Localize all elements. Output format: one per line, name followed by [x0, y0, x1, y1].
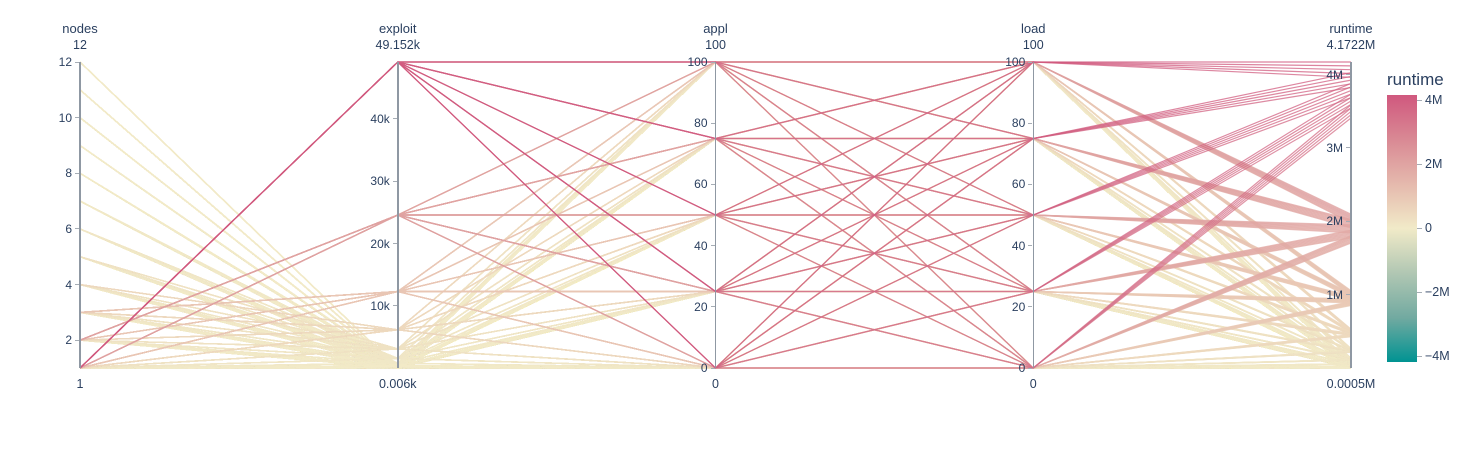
axis-line-nodes[interactable]	[79, 62, 81, 368]
axis-tick-label-appl: 0	[700, 361, 708, 375]
axis-range-bottom-nodes: 1	[76, 377, 84, 391]
axis-line-runtime[interactable]	[1350, 62, 1352, 368]
axis-tick-appl	[710, 306, 715, 308]
axis-tick-runtime	[1346, 220, 1350, 222]
axis-title-load[interactable]: load	[1020, 21, 1046, 36]
axis-tick-nodes	[75, 117, 79, 119]
axis-tick-label-load: 0	[1018, 361, 1026, 375]
axis-tick-exploit	[392, 180, 397, 182]
colorbar-tick	[1417, 355, 1422, 357]
colorbar-title: runtime	[1387, 70, 1444, 89]
axis-tick-label-appl: 60	[694, 177, 708, 192]
axis-tick-exploit	[392, 243, 397, 244]
axis-range-bottom-exploit: 0.006k	[378, 377, 417, 391]
colorbar-tick-label: 0	[1425, 221, 1432, 235]
colorbar-tick-label: −4M	[1425, 348, 1450, 363]
axis-tick-nodes	[75, 61, 79, 63]
axis-tick-label-runtime: 4M	[1326, 67, 1343, 82]
axis-range-top-nodes: 12	[73, 38, 87, 52]
axis-range-top-runtime: 4.1722M	[1326, 38, 1376, 52]
axis-tick-nodes	[75, 228, 79, 230]
axis-range-top-exploit: 49.152k	[375, 38, 420, 52]
axis-tick-runtime	[1346, 147, 1350, 149]
axis-tick-label-runtime: 2M	[1326, 214, 1343, 229]
axis-tick-load	[1028, 245, 1033, 247]
axis-title-exploit[interactable]: exploit	[378, 21, 417, 36]
colorbar-tick-label: 4M	[1425, 93, 1443, 107]
axis-tick-appl	[710, 122, 715, 124]
axis-tick-label-runtime: 1M	[1326, 287, 1343, 302]
axis-tick-label-load: 60	[1011, 177, 1026, 192]
axis-line-load[interactable]	[1032, 62, 1034, 368]
colorbar-tick-label: −2M	[1425, 284, 1450, 299]
axis-tick-load	[1028, 183, 1033, 185]
axis-tick-exploit	[392, 118, 397, 120]
axis-tick-appl	[710, 367, 715, 369]
axis-tick-label-nodes: 2	[65, 333, 72, 348]
axis-tick-label-exploit: 20k	[370, 236, 390, 251]
axis-line-appl[interactable]	[714, 62, 717, 368]
axis-range-top-appl: 100	[705, 38, 726, 52]
axis-tick-label-nodes: 4	[65, 277, 72, 292]
axis-tick-appl	[710, 183, 715, 185]
axis-tick-runtime	[1346, 74, 1350, 76]
colorbar-tick	[1417, 291, 1422, 293]
axis-title-appl[interactable]: appl	[703, 21, 728, 36]
colorbar-tick	[1417, 164, 1422, 165]
axis-tick-label-nodes: 8	[65, 166, 72, 181]
axis-tick-nodes	[75, 284, 79, 286]
axis-tick-label-exploit: 10k	[370, 298, 390, 313]
axis-line-exploit[interactable]	[397, 62, 399, 368]
axis-tick-label-nodes: 12	[58, 55, 72, 69]
axis-tick-load	[1028, 367, 1033, 369]
axis-tick-label-nodes: 6	[65, 221, 72, 236]
axis-tick-label-load: 20	[1011, 299, 1026, 314]
axis-range-top-load: 100	[1022, 38, 1044, 52]
axis-tick-load	[1028, 61, 1033, 63]
axis-tick-exploit	[392, 305, 397, 307]
axis-range-bottom-load: 0	[1029, 377, 1037, 391]
axis-tick-runtime	[1346, 294, 1350, 296]
axis-tick-label-appl: 20	[694, 299, 708, 314]
axis-tick-load	[1028, 306, 1033, 308]
axis-tick-label-load: 100	[1005, 55, 1026, 69]
axis-tick-appl	[710, 245, 715, 247]
axis-tick-appl	[710, 61, 715, 63]
axis-range-bottom-runtime: 0.0005M	[1326, 377, 1376, 391]
axis-title-nodes[interactable]: nodes	[62, 21, 98, 36]
axis-tick-nodes	[75, 339, 79, 341]
axis-tick-label-exploit: 30k	[370, 174, 390, 189]
axis-title-runtime[interactable]: runtime	[1329, 21, 1373, 36]
axis-tick-label-appl: 40	[694, 238, 708, 253]
axis-tick-label-load: 40	[1011, 238, 1026, 253]
colorbar-tick	[1417, 228, 1422, 229]
axis-tick-label-appl: 80	[694, 116, 708, 131]
axis-tick-label-load: 80	[1011, 116, 1026, 131]
axis-tick-label-runtime: 3M	[1326, 140, 1343, 155]
colorbar-tick-label: 2M	[1425, 157, 1443, 171]
axis-tick-nodes	[75, 172, 79, 174]
axis-tick-label-nodes: 10	[58, 110, 72, 125]
axis-tick-label-exploit: 40k	[370, 111, 390, 126]
axis-tick-label-appl: 100	[687, 55, 708, 69]
axis-range-bottom-appl: 0	[712, 377, 719, 391]
colorbar-tick	[1417, 100, 1422, 101]
colorbar-gradient	[1387, 95, 1417, 362]
axis-tick-load	[1028, 122, 1033, 124]
